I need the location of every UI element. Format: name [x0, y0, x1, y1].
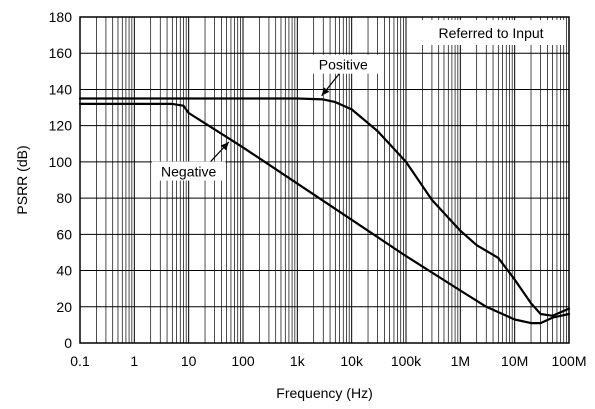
- x-tick-label: 1k: [290, 353, 306, 369]
- tick-labels: 0.1 1 10 100 1k 10k 100k 1M 10M 100M 0 20 40 60 80 100 1…: [49, 9, 587, 369]
- arrowhead: [220, 141, 229, 151]
- x-tick-label: 10M: [501, 353, 528, 369]
- series-line-positive: [78, 97, 571, 317]
- x-tick-label: 10: [181, 353, 197, 369]
- series-label-bg: [306, 54, 381, 74]
- y-tick-label: 120: [49, 118, 73, 134]
- y-tick-label: 160: [49, 45, 73, 61]
- y-tick-label: 80: [56, 190, 72, 206]
- plot-frame: [79, 16, 570, 344]
- y-tick-label: 60: [56, 226, 72, 242]
- y-axis-title: PSRR (dB): [14, 145, 30, 214]
- series-line-negative: [78, 102, 571, 325]
- y-tick-label: 140: [49, 81, 73, 97]
- annotations: Positive Negative Referred to Input: [151, 20, 566, 181]
- x-tick-label: 1M: [451, 353, 470, 369]
- arrowhead: [321, 87, 330, 96]
- y-tick-label: 100: [49, 154, 73, 170]
- series-label-bg: [151, 161, 226, 181]
- x-axis-title: Frequency (Hz): [276, 385, 372, 401]
- plot-lines: [78, 97, 571, 325]
- x-tick-label: 1: [130, 353, 138, 369]
- annotation-box: [416, 20, 566, 45]
- y-tick-label: 20: [56, 299, 72, 315]
- x-tick-label: 100M: [551, 353, 586, 369]
- y-tick-label: 0: [64, 335, 72, 351]
- x-tick-label: 10k: [340, 353, 364, 369]
- annotation-box-text: Referred to Input: [438, 25, 543, 41]
- x-tick-label: 0.1: [70, 353, 90, 369]
- series-label-positive: Positive: [319, 57, 368, 73]
- series-label-negative: Negative: [161, 164, 216, 180]
- y-tick-label: 40: [56, 263, 72, 279]
- x-tick-label: 100k: [391, 353, 422, 369]
- x-tick-label: 100: [231, 353, 255, 369]
- y-tick-label: 180: [49, 9, 73, 25]
